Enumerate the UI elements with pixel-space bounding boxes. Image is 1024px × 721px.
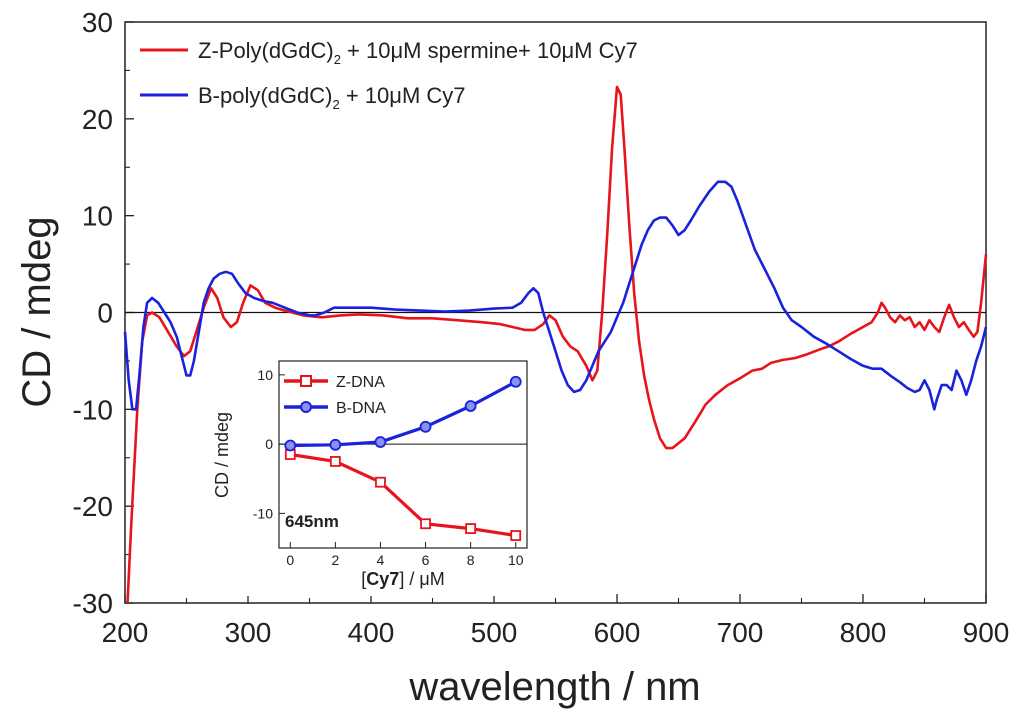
inset-x-tick-label: 4 xyxy=(377,552,385,568)
main-series-group xyxy=(123,85,988,604)
x-axis-title: wavelength / nm xyxy=(408,665,700,709)
legend-b-poly-label: B-poly(dGdC)2 + 10μM Cy7 xyxy=(198,83,466,112)
inset-point-b-dna xyxy=(374,436,387,448)
inset-point-z-dna xyxy=(510,530,522,541)
y-tick-label: -10 xyxy=(73,394,113,425)
main-legend: Z-Poly(dGdC)2 + 10μM spermine+ 10μM Cy7 … xyxy=(140,38,638,112)
x-tick-label: 500 xyxy=(471,617,518,648)
inset-y-tick-label: 10 xyxy=(257,367,273,383)
inset-point-b-dna xyxy=(509,375,522,388)
y-axis-title: CD / mdeg xyxy=(15,216,59,407)
inset-point-b-dna xyxy=(419,420,432,433)
x-tick-label: 400 xyxy=(348,617,395,648)
y-tick-label: 30 xyxy=(82,7,113,38)
inset-point-b-dna xyxy=(464,400,477,412)
inset-point-b-dna xyxy=(284,439,297,452)
inset-x-tick-label: 10 xyxy=(508,552,524,568)
x-tick-label: 600 xyxy=(594,617,641,648)
inset-point-b-dna xyxy=(329,438,342,451)
series-line-b-poly xyxy=(123,180,988,411)
inset-point-z-dna xyxy=(465,523,477,535)
inset-series-line-b-dna xyxy=(290,380,517,448)
inset-legend-b-label: B-DNA xyxy=(336,400,386,417)
inset-axes: 0 2 4 6 8 10 -10 0 10 xyxy=(253,367,524,568)
inset-series-line-z-dna xyxy=(290,452,516,538)
inset-legend-z-marker xyxy=(300,375,312,387)
inset-point-z-dna xyxy=(375,476,386,488)
inset-legend-z-label: Z-DNA xyxy=(336,374,385,391)
inset-y-tick-label: 0 xyxy=(265,436,273,452)
inset-x-tick-label: 6 xyxy=(422,552,430,568)
inset-y-tick-label: -10 xyxy=(253,505,273,521)
inset-x-tick-label: 2 xyxy=(331,552,339,568)
y-tick-label: 20 xyxy=(82,104,113,135)
series-line-z-poly xyxy=(126,85,988,604)
inset-legend-b-marker xyxy=(300,401,312,413)
y-tick-label: -30 xyxy=(73,588,113,619)
legend-z-poly-label: Z-Poly(dGdC)2 + 10μM spermine+ 10μM Cy7 xyxy=(198,38,638,67)
x-tick-label: 800 xyxy=(840,617,887,648)
inset-chart: 0 2 4 6 8 10 -10 0 10 645nm [Cy7] / μM CD / mdeg… xyxy=(205,352,545,596)
y-tick-label: -20 xyxy=(73,491,113,522)
inset-x-tick-label: 0 xyxy=(286,552,294,568)
x-tick-label: 300 xyxy=(225,617,272,648)
x-tick-label: 200 xyxy=(102,617,149,648)
inset-annotation: 645nm xyxy=(285,512,339,531)
x-tick-label: 700 xyxy=(717,617,764,648)
y-tick-label: 10 xyxy=(82,201,113,232)
inset-x-tick-label: 8 xyxy=(467,552,475,568)
inset-x-axis-title: [Cy7] / μM xyxy=(361,569,444,589)
inset-plot-frame xyxy=(278,360,528,549)
inset-series-group xyxy=(284,375,522,541)
inset-background xyxy=(205,352,545,596)
y-tick-label: 0 xyxy=(97,298,113,329)
x-tick-label: 900 xyxy=(963,617,1010,648)
inset-point-z-dna xyxy=(420,518,431,530)
inset-point-z-dna xyxy=(329,456,341,467)
inset-y-axis-title: CD / mdeg xyxy=(212,412,232,498)
inset-legend: Z-DNA B-DNA xyxy=(284,374,386,417)
